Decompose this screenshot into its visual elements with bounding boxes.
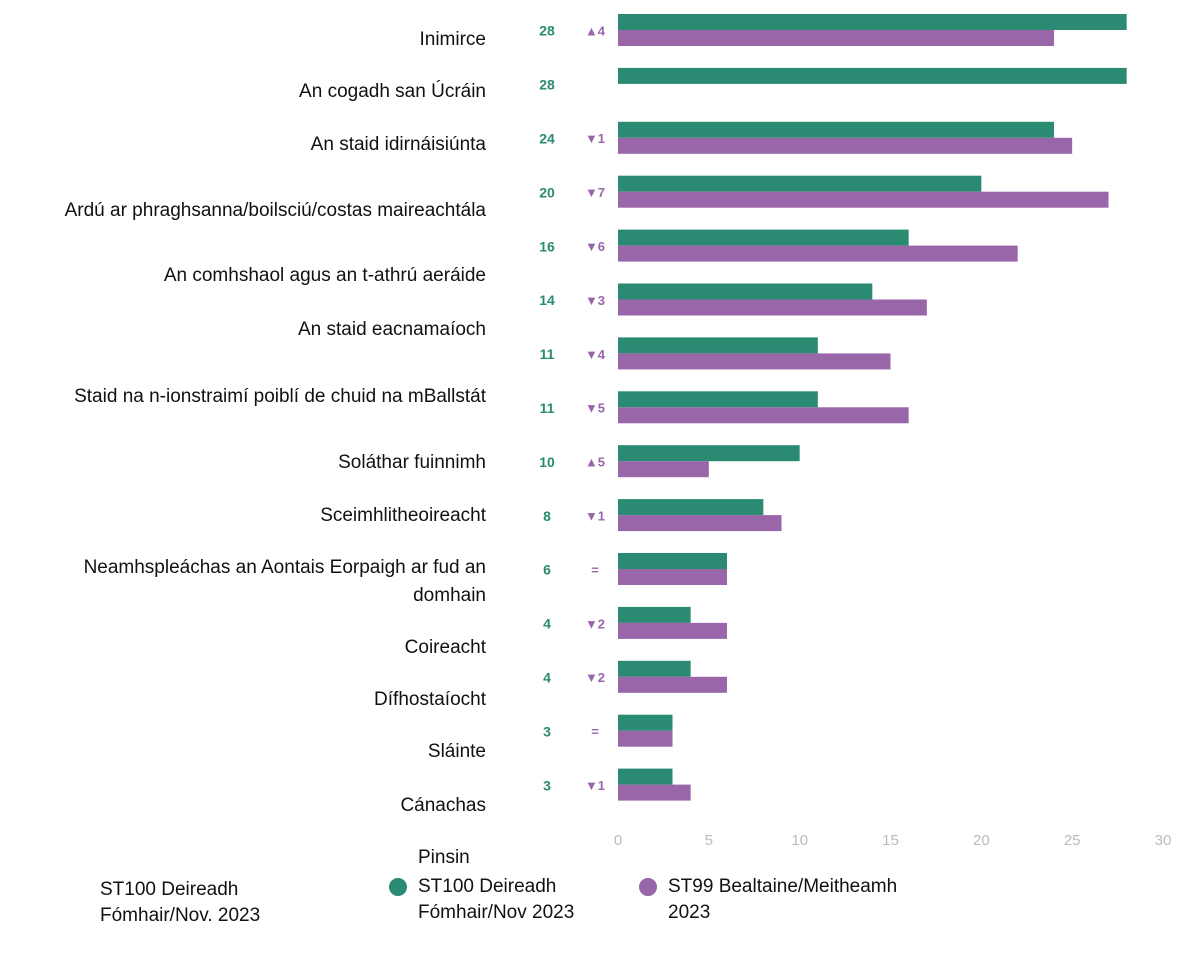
category-label: Soláthar fuinnimh bbox=[338, 452, 486, 473]
bar bbox=[618, 353, 891, 370]
x-tick-label: 5 bbox=[705, 832, 713, 849]
category-label: Neamhspleáchas an Aontais Eorpaigh ar fu… bbox=[83, 557, 486, 606]
value-label: 8 bbox=[543, 508, 551, 524]
bar bbox=[618, 515, 782, 532]
value-label: 11 bbox=[540, 400, 555, 416]
category-label: Inimirce bbox=[419, 29, 486, 50]
bar bbox=[618, 391, 818, 408]
bar bbox=[618, 191, 1109, 208]
change-label: ▼4 bbox=[585, 347, 606, 362]
value-label: 4 bbox=[543, 616, 551, 632]
legend-label: ST100 Deireadh Fómhair/Nov 2023 bbox=[418, 876, 575, 923]
bar bbox=[618, 14, 1127, 30]
bar bbox=[618, 569, 727, 585]
value-label: 24 bbox=[539, 131, 555, 147]
category-label: An staid idirnáisiúnta bbox=[310, 134, 486, 155]
change-label: ▼3 bbox=[585, 293, 605, 308]
bar bbox=[618, 229, 909, 246]
bar bbox=[618, 461, 709, 478]
value-label: 3 bbox=[543, 777, 551, 793]
bar bbox=[618, 445, 800, 462]
bar bbox=[618, 768, 673, 785]
bar bbox=[618, 784, 691, 801]
category-label: An cogadh san Úcráin bbox=[299, 81, 486, 102]
value-label: 28 bbox=[539, 77, 555, 93]
category-label: Ardú ar phraghsanna/boilsciú/costas mair… bbox=[64, 200, 486, 221]
bar bbox=[618, 137, 1073, 154]
value-label: 14 bbox=[539, 292, 555, 308]
change-label: ▼5 bbox=[585, 401, 605, 416]
change-label: ▼2 bbox=[585, 616, 605, 631]
x-tick-label: 20 bbox=[973, 832, 990, 849]
bar bbox=[618, 337, 818, 354]
legend-marker bbox=[639, 878, 657, 896]
bar bbox=[618, 553, 727, 569]
bar bbox=[618, 175, 982, 192]
x-tick-label: 30 bbox=[1155, 832, 1172, 849]
category-label: An staid eacnamaíoch bbox=[297, 319, 486, 340]
change-label: ▼7 bbox=[585, 185, 605, 200]
x-tick-label: 10 bbox=[791, 832, 808, 849]
bar bbox=[618, 676, 727, 693]
x-tick-label: 15 bbox=[882, 832, 899, 849]
value-label: 11 bbox=[540, 346, 555, 362]
category-label: Staid na n-ionstraimí poiblí de chuid na… bbox=[74, 386, 486, 407]
legend-marker bbox=[389, 878, 407, 896]
value-label: 6 bbox=[543, 562, 551, 578]
change-label: ▼1 bbox=[585, 131, 605, 146]
bar bbox=[618, 407, 909, 424]
value-label: 16 bbox=[539, 238, 555, 254]
legend-label: ST99 Bealtaine/Meitheamh 2023 bbox=[668, 876, 898, 923]
bar bbox=[618, 714, 673, 731]
change-label: = bbox=[591, 562, 599, 577]
change-label: ▲5 bbox=[585, 455, 605, 470]
category-label: Sláinte bbox=[427, 741, 486, 762]
bar bbox=[618, 283, 873, 300]
value-label: 3 bbox=[543, 723, 551, 739]
category-label: Cánachas bbox=[400, 795, 486, 816]
bar bbox=[618, 622, 727, 639]
value-label: 28 bbox=[539, 23, 555, 39]
change-label: = bbox=[591, 724, 599, 739]
x-tick-label: 0 bbox=[614, 832, 622, 849]
bar bbox=[618, 30, 1054, 46]
category-label: Coireacht bbox=[404, 637, 486, 658]
bar bbox=[618, 299, 927, 316]
change-label: ▼1 bbox=[585, 778, 605, 793]
change-label: ▼1 bbox=[585, 509, 605, 524]
value-label: 20 bbox=[539, 184, 555, 200]
change-label: ▼6 bbox=[585, 239, 605, 254]
value-label: 4 bbox=[543, 670, 551, 686]
value-label: 10 bbox=[539, 454, 555, 470]
category-label: Dífhostaíocht bbox=[374, 689, 486, 710]
change-label: ▼2 bbox=[585, 670, 605, 685]
category-label: An comhshaol agus an t-athrú aeráide bbox=[163, 265, 486, 286]
caption: ST100 Deireadh Fómhair/Nov. 2023 bbox=[100, 879, 261, 926]
bar bbox=[618, 245, 1018, 262]
bar bbox=[618, 499, 764, 516]
x-tick-label: 25 bbox=[1064, 832, 1081, 849]
bar bbox=[618, 606, 691, 623]
legend-title: Pinsin bbox=[418, 847, 470, 868]
bar bbox=[618, 730, 673, 747]
bar bbox=[618, 660, 691, 677]
category-label: Sceimhlitheoireacht bbox=[320, 505, 486, 526]
bar bbox=[618, 67, 1127, 84]
bar bbox=[618, 121, 1054, 138]
change-label: ▲4 bbox=[585, 23, 606, 38]
